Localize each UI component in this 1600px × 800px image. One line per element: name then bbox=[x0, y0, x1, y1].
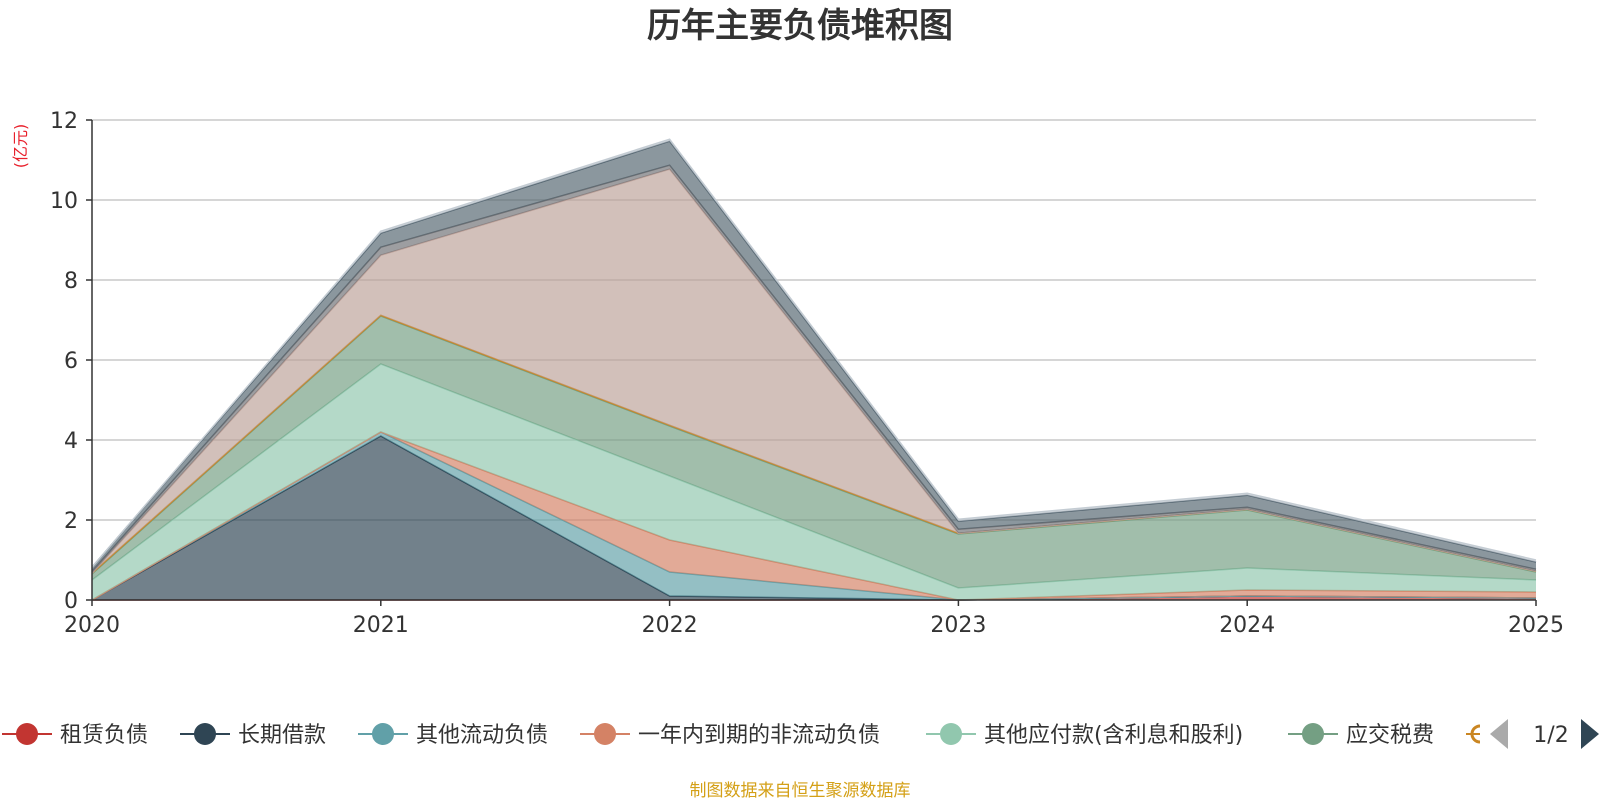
y-tick-label: 6 bbox=[64, 349, 78, 374]
legend-marker-icon bbox=[594, 723, 616, 745]
legend-item[interactable]: 租赁负债 bbox=[2, 723, 148, 748]
area-series-1 bbox=[92, 436, 1536, 600]
x-tick-label: 2021 bbox=[353, 613, 409, 638]
legend-marker-icon bbox=[372, 723, 394, 745]
area-series-4 bbox=[92, 364, 1536, 600]
legend-page-indicator: 1/2 bbox=[1533, 723, 1568, 748]
series-line-10 bbox=[91, 138, 1537, 568]
legend-label: 租赁负债 bbox=[60, 723, 148, 748]
y-tick-label: 2 bbox=[64, 509, 78, 534]
area-series-7 bbox=[92, 169, 1536, 574]
x-tick-label: 2020 bbox=[64, 613, 120, 638]
x-tick-label: 2025 bbox=[1508, 613, 1564, 638]
legend-label: 其他应付款(含利息和股利) bbox=[984, 723, 1243, 748]
legend-item[interactable]: 一年内到期的非流动负债 bbox=[580, 723, 880, 748]
y-tick-label: 0 bbox=[64, 589, 78, 614]
triangle-left-icon[interactable] bbox=[1490, 719, 1508, 749]
chart-title: 历年主要负债堆积图 bbox=[647, 6, 953, 46]
x-tick-label: 2023 bbox=[930, 613, 986, 638]
y-tick-label: 4 bbox=[64, 429, 78, 454]
y-tick-label: 12 bbox=[50, 109, 78, 134]
legend-partial-marker-icon bbox=[1470, 724, 1481, 744]
y-tick-label: 8 bbox=[64, 269, 78, 294]
source-note: 制图数据来自恒生聚源数据库 bbox=[690, 781, 911, 800]
area-series-2 bbox=[92, 432, 1536, 600]
y-tick-label: 10 bbox=[50, 189, 78, 214]
legend-label: 应交税费 bbox=[1346, 723, 1434, 748]
axes: 0 2 4 6 8 10 12 2020 2021 2022 2023 2024 2025 bbox=[50, 109, 1564, 638]
x-tick-label: 2024 bbox=[1219, 613, 1275, 638]
triangle-right-icon[interactable] bbox=[1581, 719, 1599, 749]
legend-item[interactable]: 其他流动负债 bbox=[358, 723, 548, 748]
area-series bbox=[91, 138, 1537, 601]
legend: 租赁负债 长期借款 其他流动负债 一年内到期的非流动负债 其他应付款(含利息和股利) 应交… bbox=[2, 719, 1599, 749]
legend-label: 长期借款 bbox=[238, 723, 326, 748]
legend-marker-icon bbox=[1302, 723, 1324, 745]
y-axis-unit-label: (亿元) bbox=[11, 124, 30, 169]
legend-item[interactable]: 长期借款 bbox=[180, 723, 326, 748]
area-series-5 bbox=[92, 316, 1536, 588]
legend-marker-icon bbox=[16, 723, 38, 745]
legend-marker-icon bbox=[940, 723, 962, 745]
x-tick-label: 2022 bbox=[642, 613, 698, 638]
legend-label: 其他流动负债 bbox=[416, 723, 548, 748]
legend-item[interactable]: 应交税费 bbox=[1288, 723, 1434, 748]
legend-label: 一年内到期的非流动负债 bbox=[638, 723, 880, 748]
legend-item[interactable]: 其他应付款(含利息和股利) bbox=[926, 723, 1243, 748]
legend-marker-icon bbox=[194, 723, 216, 745]
